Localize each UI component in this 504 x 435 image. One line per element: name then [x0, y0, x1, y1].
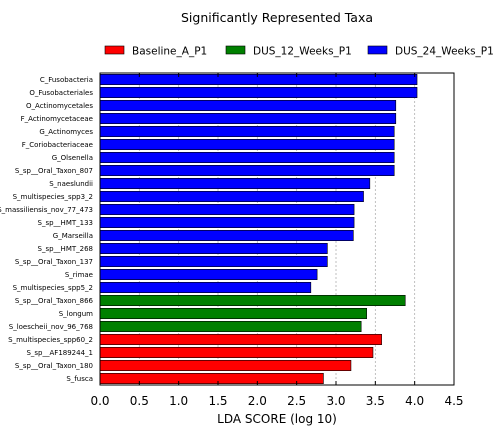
y-tick-label: C_Fusobacteria — [40, 76, 93, 84]
legend: Baseline_A_P1 DUS_12_Weeks_P1 DUS_24_Weeks… — [104, 45, 494, 58]
y-tick-label: S_loescheii_nov_96_768 — [9, 323, 93, 331]
bar — [99, 255, 328, 267]
plot-frame — [99, 72, 455, 386]
y-tick-label: F_Coriobacteriaceae — [22, 141, 93, 149]
bar — [99, 243, 328, 255]
x-tick-labels: 0.0 0.5 1.0 1.5 2.0 2.5 3.0 3.5 4.0 4.5 — [90, 394, 463, 408]
y-tick-label: S_massiliensis_nov_77_473 — [0, 206, 93, 214]
bar — [99, 152, 395, 164]
y-tick-label: S_fusca — [66, 375, 93, 383]
x-axis-label: LDA SCORE (log 10) — [217, 412, 337, 426]
x-tick-label: 3.0 — [326, 394, 345, 408]
y-tick-label: S_multispecies_spp5_2 — [13, 284, 93, 292]
legend-swatch — [225, 45, 246, 55]
y-tick-label: G_Marseilla — [53, 232, 93, 240]
bar — [99, 126, 395, 138]
x-tick-label: 1.5 — [208, 394, 227, 408]
bar — [99, 320, 362, 332]
bar — [99, 87, 418, 99]
bar — [99, 74, 418, 86]
bar — [99, 333, 382, 345]
y-tick-label: S_rimae — [65, 271, 93, 279]
x-tick-label: 1.0 — [169, 394, 188, 408]
legend-label: Baseline_A_P1 — [132, 46, 207, 58]
bar — [99, 165, 395, 177]
bars — [99, 74, 418, 384]
legend-swatch — [367, 45, 388, 55]
y-tick-label: O_Fusobacteriales — [29, 89, 93, 97]
bar — [99, 307, 367, 319]
y-tick-label: S_sp__Oral_Taxon_137 — [15, 258, 93, 266]
y-tick-label: S_sp__Oral_Taxon_866 — [15, 297, 94, 305]
y-tick-label: S_sp__AF189244_1 — [26, 349, 93, 357]
x-tick-label: 2.0 — [248, 394, 267, 408]
x-tick-label: 2.5 — [287, 394, 306, 408]
bar — [99, 359, 352, 371]
y-tick-label: S_sp__Oral_Taxon_807 — [15, 167, 93, 175]
x-tick-label: 4.0 — [405, 394, 424, 408]
chart-title: Significantly Represented Taxa — [181, 10, 373, 25]
y-tick-labels: C_Fusobacteria O_Fusobacteriales O_Actinom… — [0, 76, 94, 383]
x-tick-label: 4.5 — [444, 394, 463, 408]
x-tick-label: 0.5 — [130, 394, 149, 408]
bar — [99, 268, 318, 280]
bar — [99, 346, 374, 358]
bar — [99, 191, 364, 203]
bar — [99, 230, 354, 242]
bar — [99, 204, 355, 216]
y-tick-label: G_Actinomyces — [39, 128, 93, 136]
bar — [99, 372, 324, 384]
legend-swatch — [104, 45, 125, 55]
legend-label: DUS_24_Weeks_P1 — [395, 46, 494, 58]
bar — [99, 139, 395, 151]
y-tick-label: S_sp__HMT_133 — [38, 219, 93, 227]
y-tick-label: S_sp__Oral_Taxon_180 — [15, 362, 93, 370]
bar — [99, 217, 355, 229]
bar — [99, 100, 397, 112]
y-tick-label: S_multispecies_spp60_2 — [8, 336, 93, 344]
x-tick-label: 3.5 — [366, 394, 385, 408]
y-tick-label: F_Actinomycetaceae — [21, 115, 93, 123]
bar — [99, 178, 371, 190]
axes — [99, 72, 455, 386]
y-tick-label: G_Olsenella — [52, 154, 93, 162]
y-tick-label: S_naeslundii — [49, 180, 93, 188]
y-tick-label: S_multispecies_spp3_2 — [13, 193, 93, 201]
y-tick-label: O_Actinomycetales — [26, 102, 93, 110]
legend-label: DUS_12_Weeks_P1 — [253, 46, 352, 58]
bar — [99, 294, 406, 306]
bar — [99, 113, 397, 125]
bar — [99, 281, 312, 293]
x-tick-label: 0.0 — [90, 394, 109, 408]
y-tick-label: S_longum — [59, 310, 93, 318]
y-tick-label: S_sp__HMT_268 — [38, 245, 93, 253]
